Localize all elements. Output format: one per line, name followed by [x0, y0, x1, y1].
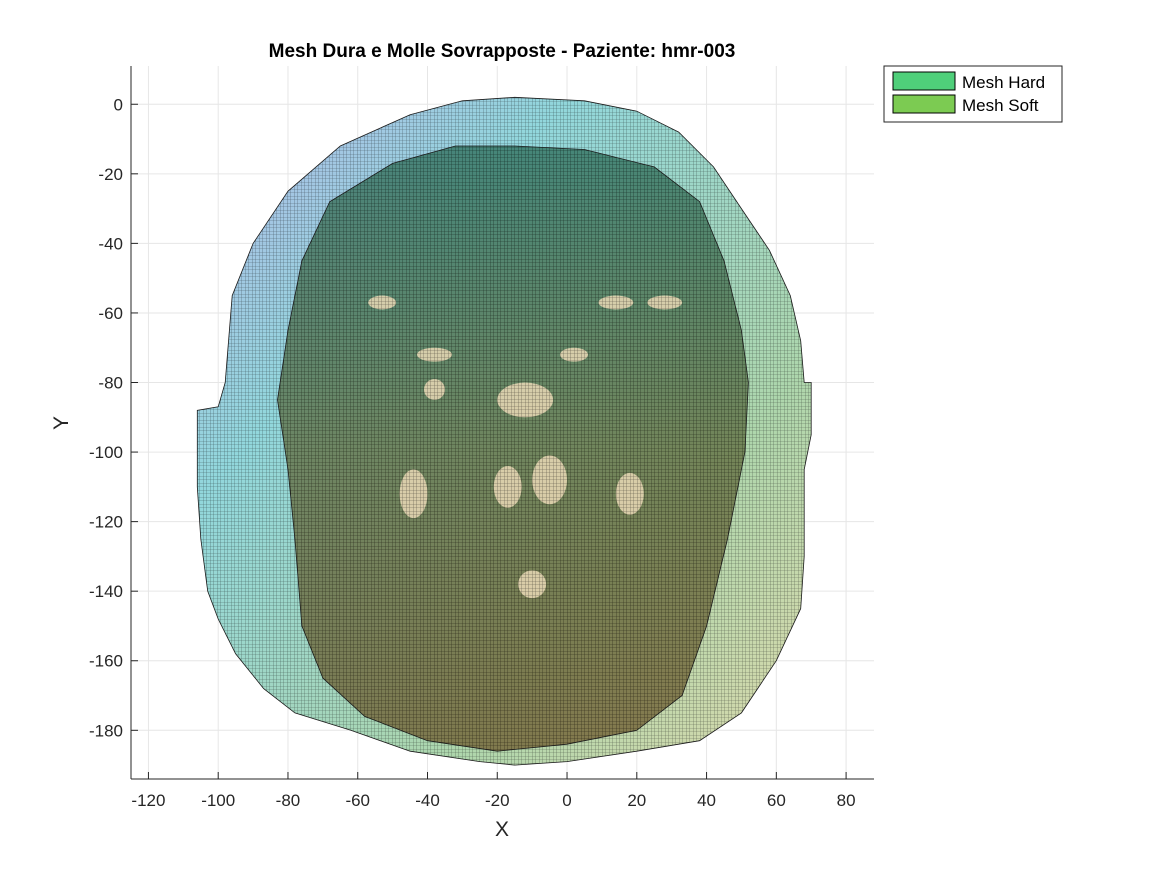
x-tick-label: -60 — [345, 791, 370, 810]
x-tick-label: -80 — [276, 791, 301, 810]
x-tick-label: -40 — [415, 791, 440, 810]
legend-swatch-hard — [892, 71, 956, 91]
x-tick-label: -20 — [485, 791, 510, 810]
y-tick-label: -40 — [98, 234, 123, 253]
y-tick-label: 0 — [114, 95, 123, 114]
x-tick-label: 0 — [562, 791, 571, 810]
axes: -120 -100 -80 -60 -40 -20 0 20 40 60 80 0 -20 -40 -60 -… — [89, 66, 874, 810]
mesh-hole-grid — [560, 347, 588, 362]
x-tick-label: -100 — [201, 791, 235, 810]
x-tick-label: 40 — [697, 791, 716, 810]
mesh-hole-grid — [647, 295, 683, 310]
legend-label-hard: Mesh Hard — [962, 73, 1045, 92]
y-tick-label: -180 — [89, 721, 123, 740]
legend-swatch-soft — [892, 94, 956, 114]
y-axis-label: Y — [50, 416, 73, 430]
x-tick-label: 20 — [627, 791, 646, 810]
mesh-soft-grid — [277, 145, 749, 752]
mesh-hole-grid — [532, 455, 568, 505]
chart-title: Mesh Dura e Molle Sovrapposte - Paziente… — [269, 41, 736, 62]
mesh-hole-grid — [368, 295, 397, 310]
mesh-hole-grid — [399, 469, 428, 519]
y-tick-label: -160 — [89, 652, 123, 671]
x-tick-label: -120 — [131, 791, 165, 810]
y-tick-label: -20 — [98, 165, 123, 184]
mesh-hole-grid — [615, 472, 644, 515]
mesh-hole-grid — [518, 570, 547, 599]
legend-label-soft: Mesh Soft — [962, 96, 1039, 115]
y-tick-label: -80 — [98, 374, 123, 393]
y-tick-label: -100 — [89, 443, 123, 462]
mesh-hole-grid — [417, 347, 452, 362]
y-tick-label: -140 — [89, 582, 123, 601]
mesh-hole-grid — [493, 465, 522, 508]
x-axis-label: X — [495, 818, 509, 841]
mesh-hole-grid — [424, 379, 445, 400]
mesh-layer — [196, 96, 812, 766]
y-tick-label: -60 — [98, 304, 123, 323]
y-tick-label: -120 — [89, 513, 123, 532]
x-tick-label: 60 — [767, 791, 786, 810]
mesh-hole-grid — [598, 295, 634, 310]
legend: Mesh Hard Mesh Soft — [883, 65, 1063, 123]
x-tick-label: 80 — [837, 791, 856, 810]
mesh-hole-grid — [497, 382, 554, 418]
